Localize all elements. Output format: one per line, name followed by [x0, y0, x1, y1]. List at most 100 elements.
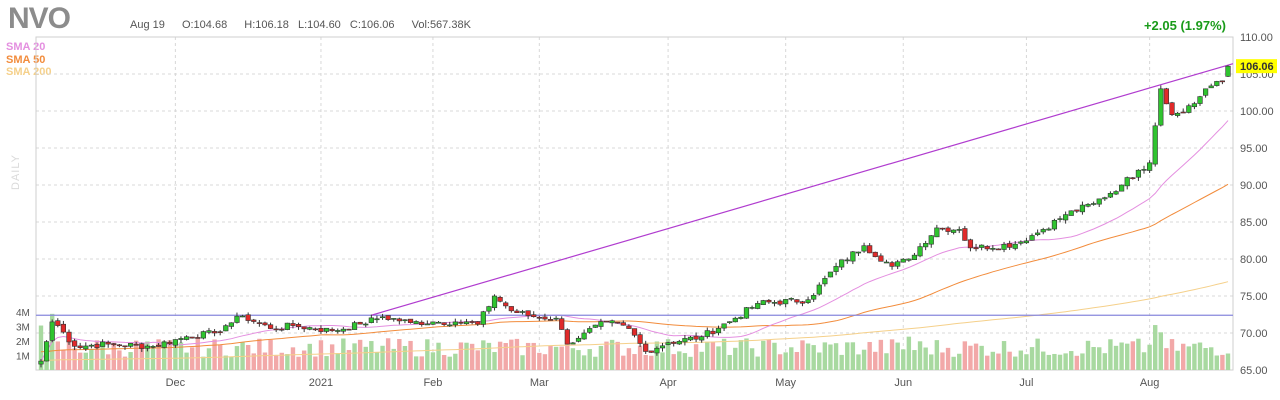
- candle-body: [408, 319, 413, 323]
- volume-bar: [711, 342, 715, 370]
- volume-bar: [1226, 354, 1230, 370]
- candle-body: [134, 344, 139, 345]
- volume-bar: [408, 341, 412, 370]
- volume-bar: [660, 352, 664, 370]
- volume-bar: [285, 354, 289, 370]
- volume-bar: [778, 354, 782, 370]
- candle-body: [1075, 210, 1080, 211]
- volume-bar: [817, 352, 821, 370]
- candle-body: [1080, 205, 1085, 212]
- date-tick-label: May: [775, 377, 796, 389]
- candle-body: [767, 300, 772, 302]
- volume-bar: [498, 342, 502, 370]
- price-tick-label: 80.00: [1240, 254, 1268, 266]
- candle-body: [179, 338, 184, 339]
- candle-body: [212, 331, 217, 333]
- volume-bar: [1041, 352, 1045, 370]
- candle-body: [100, 342, 105, 347]
- trendline: [371, 64, 1233, 316]
- volume-bar: [1080, 353, 1084, 370]
- sma20-line: [41, 121, 1228, 362]
- candle-body: [1091, 204, 1096, 205]
- date-tick-label: Feb: [423, 377, 442, 389]
- volume-bar: [806, 344, 810, 370]
- candle-body: [296, 324, 301, 326]
- volume-bar: [190, 347, 194, 370]
- volume-bar: [1047, 355, 1051, 370]
- volume-bar: [336, 353, 340, 370]
- candle-body: [520, 312, 525, 313]
- volume-bar: [1192, 344, 1196, 370]
- volume-bar: [487, 343, 491, 370]
- volume-bar: [582, 355, 586, 370]
- volume-bar: [246, 345, 250, 370]
- volume-bar: [442, 355, 446, 370]
- candle-body: [1035, 233, 1040, 235]
- candle-body: [671, 342, 676, 343]
- candle-body: [61, 324, 66, 332]
- candle-body: [307, 328, 312, 330]
- candle-body: [487, 307, 492, 312]
- candle-body: [89, 345, 94, 346]
- candle-body: [190, 337, 195, 338]
- volume-bar: [268, 340, 272, 370]
- volume-bar: [1209, 347, 1213, 370]
- candle-body: [470, 321, 475, 322]
- candle-body: [515, 311, 520, 313]
- candle-body: [78, 346, 83, 348]
- volume-bar: [800, 340, 804, 370]
- volume-bar: [979, 346, 983, 370]
- volume-bar: [313, 357, 317, 370]
- candle-body: [106, 342, 111, 344]
- volume-bar: [459, 342, 463, 370]
- candle-body: [335, 330, 340, 331]
- candle-body: [229, 323, 234, 327]
- volume-bar: [448, 357, 452, 370]
- candle-body: [918, 247, 923, 256]
- candle-body: [453, 322, 458, 325]
- volume-bar: [565, 340, 569, 370]
- candle-body: [621, 323, 626, 326]
- candle-body: [571, 343, 576, 344]
- candle-body: [559, 319, 564, 330]
- volume-bar: [694, 344, 698, 370]
- candle-body: [884, 262, 889, 263]
- volume-bar: [705, 342, 709, 370]
- volume-bar: [84, 353, 88, 370]
- candle-body: [660, 346, 665, 348]
- candle-body: [151, 346, 156, 347]
- volume-bar: [1187, 346, 1191, 370]
- volume-bar: [375, 352, 379, 370]
- candle-body: [167, 342, 172, 344]
- candle-body: [173, 340, 178, 346]
- candle-body: [979, 245, 984, 247]
- candle-body: [380, 317, 385, 318]
- volume-bar: [201, 357, 205, 370]
- volume-bar: [1030, 347, 1034, 370]
- volume-bar: [1164, 348, 1168, 370]
- candle-body: [1220, 81, 1225, 82]
- candle-body: [1159, 89, 1164, 125]
- price-tick-label: 110.00: [1240, 32, 1273, 44]
- candle-body: [1019, 242, 1024, 243]
- candle-body: [464, 322, 469, 324]
- candle-body: [1007, 243, 1012, 247]
- volume-bar: [957, 354, 961, 370]
- candle-body: [481, 312, 486, 325]
- candle-body: [935, 228, 940, 237]
- candle-body: [39, 361, 44, 364]
- date-tick-label: 2021: [309, 377, 333, 389]
- volume-bar: [1170, 339, 1174, 370]
- volume-bar: [935, 340, 939, 370]
- volume-bar: [795, 352, 799, 370]
- candle-body: [666, 343, 671, 345]
- volume-bar: [1019, 351, 1023, 370]
- volume-bar: [56, 341, 60, 370]
- volume-bar: [884, 353, 888, 370]
- volume-bar: [688, 357, 692, 370]
- candle-body: [503, 303, 508, 306]
- candle-body: [145, 346, 150, 348]
- volume-bar: [330, 344, 334, 370]
- last-price-tag: 106.06: [1240, 61, 1274, 73]
